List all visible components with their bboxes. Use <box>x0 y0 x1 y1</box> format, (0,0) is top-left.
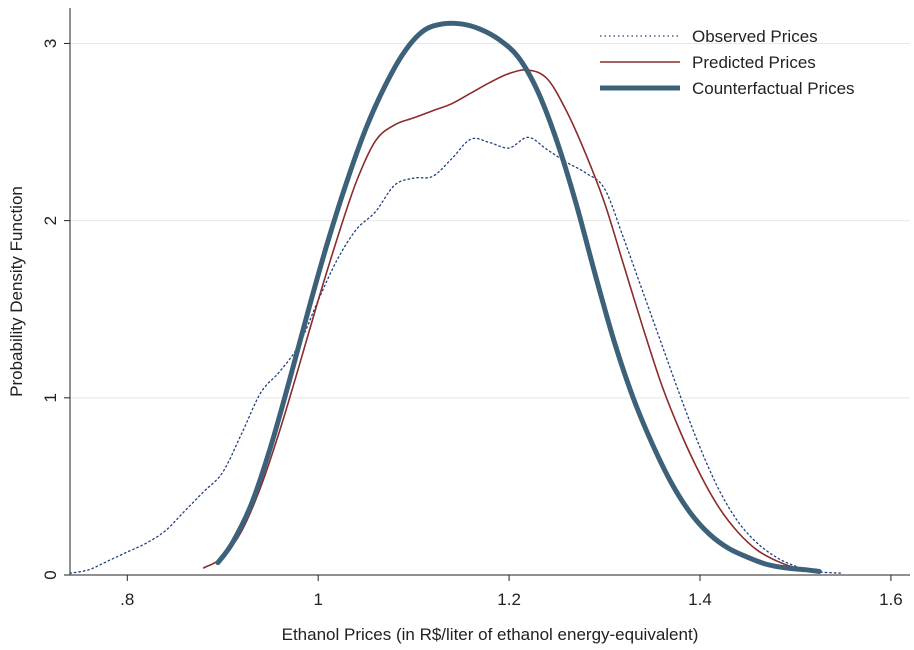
series-line-predicted-prices <box>202 69 816 573</box>
series-line-counterfactual-prices <box>215 20 822 574</box>
y-tick-label: 1 <box>41 393 60 402</box>
series-line-observed-prices <box>69 136 844 574</box>
legend: Observed Prices Predicted Prices Counterfa… <box>600 27 855 98</box>
x-tick-label: .8 <box>120 590 134 609</box>
legend-label-predicted-prices: Predicted Prices <box>692 53 816 72</box>
legend-label-observed-prices: Observed Prices <box>692 27 818 46</box>
y-tick-label: 3 <box>41 39 60 48</box>
y-tick-label: 0 <box>41 570 60 579</box>
y-axis-label: Probability Density Function <box>7 186 26 397</box>
y-tick-label: 2 <box>41 216 60 225</box>
legend-label-counterfactual-prices: Counterfactual Prices <box>692 79 855 98</box>
series-layer <box>69 20 844 574</box>
x-axis-label: Ethanol Prices (in R$/liter of ethanol e… <box>282 625 699 644</box>
x-tick-label: 1.2 <box>497 590 521 609</box>
axes: 0 1 2 3 .8 1 1.2 1.4 1.6 <box>41 8 910 609</box>
x-tick-label: 1.4 <box>688 590 712 609</box>
x-tick-label: 1.6 <box>879 590 903 609</box>
x-tick-label: 1 <box>313 590 322 609</box>
